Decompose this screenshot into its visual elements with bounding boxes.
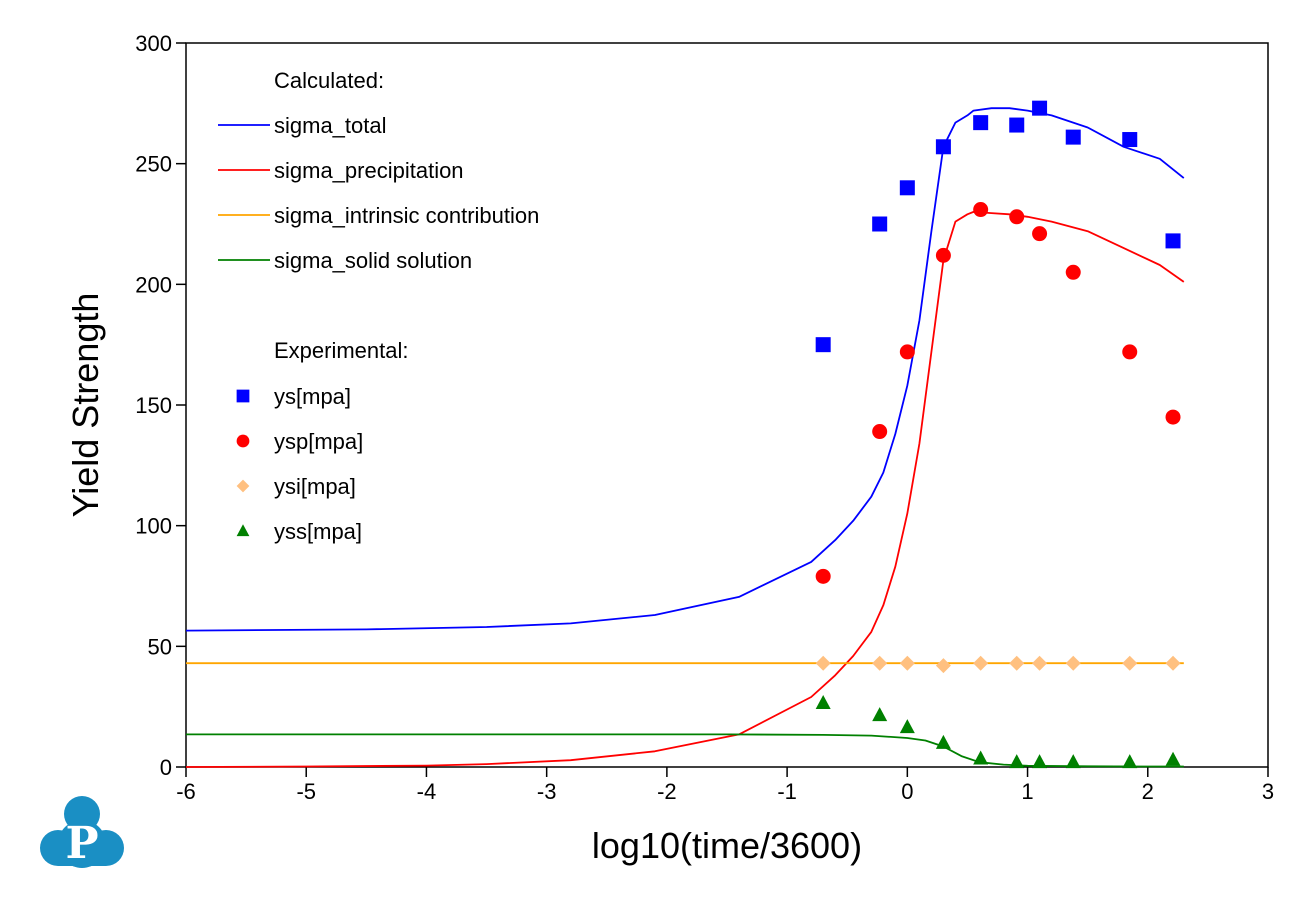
x-tick-label: -2 (657, 779, 677, 804)
data-point-ysp-mpa (1122, 344, 1138, 360)
data-point-ys-mpa (872, 216, 888, 232)
x-axis-title: log10(time/3600) (592, 825, 862, 866)
data-point-yss-mpa (973, 750, 989, 765)
x-tick-label: 2 (1142, 779, 1154, 804)
series-line-sigma-precipitation (185, 210, 1185, 768)
data-point-ysp-mpa (935, 247, 951, 263)
legend-marker-yss-mpa (236, 524, 250, 537)
x-tick-label: -6 (176, 779, 196, 804)
legend-experimental-header: Experimental: (274, 338, 409, 363)
y-tick-label: 50 (148, 634, 172, 659)
data-point-ysp-mpa (1032, 226, 1048, 242)
x-tick-label: -5 (296, 779, 316, 804)
legend-label-ysp-mpa: ysp[mpa] (274, 429, 363, 454)
logo-cloud-shape (40, 796, 124, 868)
y-tick-label: 0 (160, 755, 172, 780)
y-tick-label: 200 (135, 272, 172, 297)
data-point-yss-mpa (1165, 751, 1181, 766)
legend-label-ysi-mpa: ysi[mpa] (274, 474, 356, 499)
data-point-ys-mpa (1065, 129, 1081, 145)
data-point-ysp-mpa (1165, 409, 1181, 425)
legend: Calculated: Experimental: sigma_totalsig… (218, 68, 539, 544)
legend-calculated-header: Calculated: (274, 68, 384, 93)
data-point-ysp-mpa (815, 568, 831, 584)
legend-label-yss-mpa: yss[mpa] (274, 519, 362, 544)
data-point-ys-mpa (1165, 233, 1181, 249)
legend-marker-ysi-mpa (236, 479, 250, 493)
x-tick-label: 0 (901, 779, 913, 804)
data-point-ysi-mpa (815, 655, 831, 671)
data-point-ys-mpa (973, 115, 989, 131)
data-point-yss-mpa (872, 707, 888, 722)
data-point-yss-mpa (899, 719, 915, 734)
data-point-ys-mpa (815, 337, 831, 353)
legend-label-sigma-solid-solution: sigma_solid solution (274, 248, 472, 273)
data-point-ysi-mpa (1165, 655, 1181, 671)
data-point-ysi-mpa (1009, 655, 1025, 671)
data-point-yss-mpa (1009, 754, 1025, 769)
y-tick-label: 250 (135, 152, 172, 177)
data-point-ysp-mpa (1065, 264, 1081, 280)
logo-letter: P (65, 818, 98, 869)
legend-marker-ys-mpa (236, 389, 250, 403)
x-tick-label: -3 (537, 779, 557, 804)
data-point-ysi-mpa (935, 658, 951, 674)
data-point-ysi-mpa (899, 655, 915, 671)
x-tick-label: 3 (1262, 779, 1274, 804)
x-tick-label: -4 (417, 779, 437, 804)
y-tick-label: 100 (135, 514, 172, 539)
data-point-ysi-mpa (1032, 655, 1048, 671)
data-point-yss-mpa (1122, 754, 1138, 769)
x-axis: -6 -5 -4 -3 -2 -1 0 1 2 3 (176, 767, 1274, 804)
y-axis: 0 50 100 150 200 250 300 (135, 31, 186, 780)
data-point-ysi-mpa (973, 655, 989, 671)
data-point-ysp-mpa (872, 424, 888, 440)
data-point-ys-mpa (899, 180, 915, 196)
data-point-yss-mpa (1032, 754, 1048, 769)
data-point-ys-mpa (935, 139, 951, 155)
x-tick-label: 1 (1021, 779, 1033, 804)
legend-label-sigma-precipitation: sigma_precipitation (274, 158, 464, 183)
legend-marker-ysp-mpa (236, 434, 250, 448)
legend-label-ys-mpa: ys[mpa] (274, 384, 351, 409)
y-tick-label: 300 (135, 31, 172, 56)
data-point-ysp-mpa (1009, 209, 1025, 225)
series-line-sigma-solid-solution (186, 733, 1184, 768)
legend-label-sigma-intrinsic-contribution: sigma_intrinsic contribution (274, 203, 539, 228)
data-point-yss-mpa (935, 734, 951, 749)
data-point-ysi-mpa (1122, 655, 1138, 671)
data-point-yss-mpa (1065, 754, 1081, 769)
data-point-ys-mpa (1032, 100, 1048, 116)
data-point-ys-mpa (1122, 132, 1138, 148)
y-tick-label: 150 (135, 393, 172, 418)
data-point-yss-mpa (815, 695, 831, 710)
logo-icon: P (40, 796, 124, 869)
data-point-ys-mpa (1009, 117, 1025, 133)
data-point-ysp-mpa (973, 202, 989, 218)
y-axis-title: Yield Strength (65, 293, 106, 518)
data-point-ysi-mpa (872, 655, 888, 671)
data-point-ysp-mpa (899, 344, 915, 360)
legend-label-sigma-total: sigma_total (274, 113, 387, 138)
x-tick-label: -1 (777, 779, 797, 804)
series-line-sigma-total (185, 107, 1185, 632)
series-markers (815, 100, 1181, 769)
data-point-ysi-mpa (1065, 655, 1081, 671)
